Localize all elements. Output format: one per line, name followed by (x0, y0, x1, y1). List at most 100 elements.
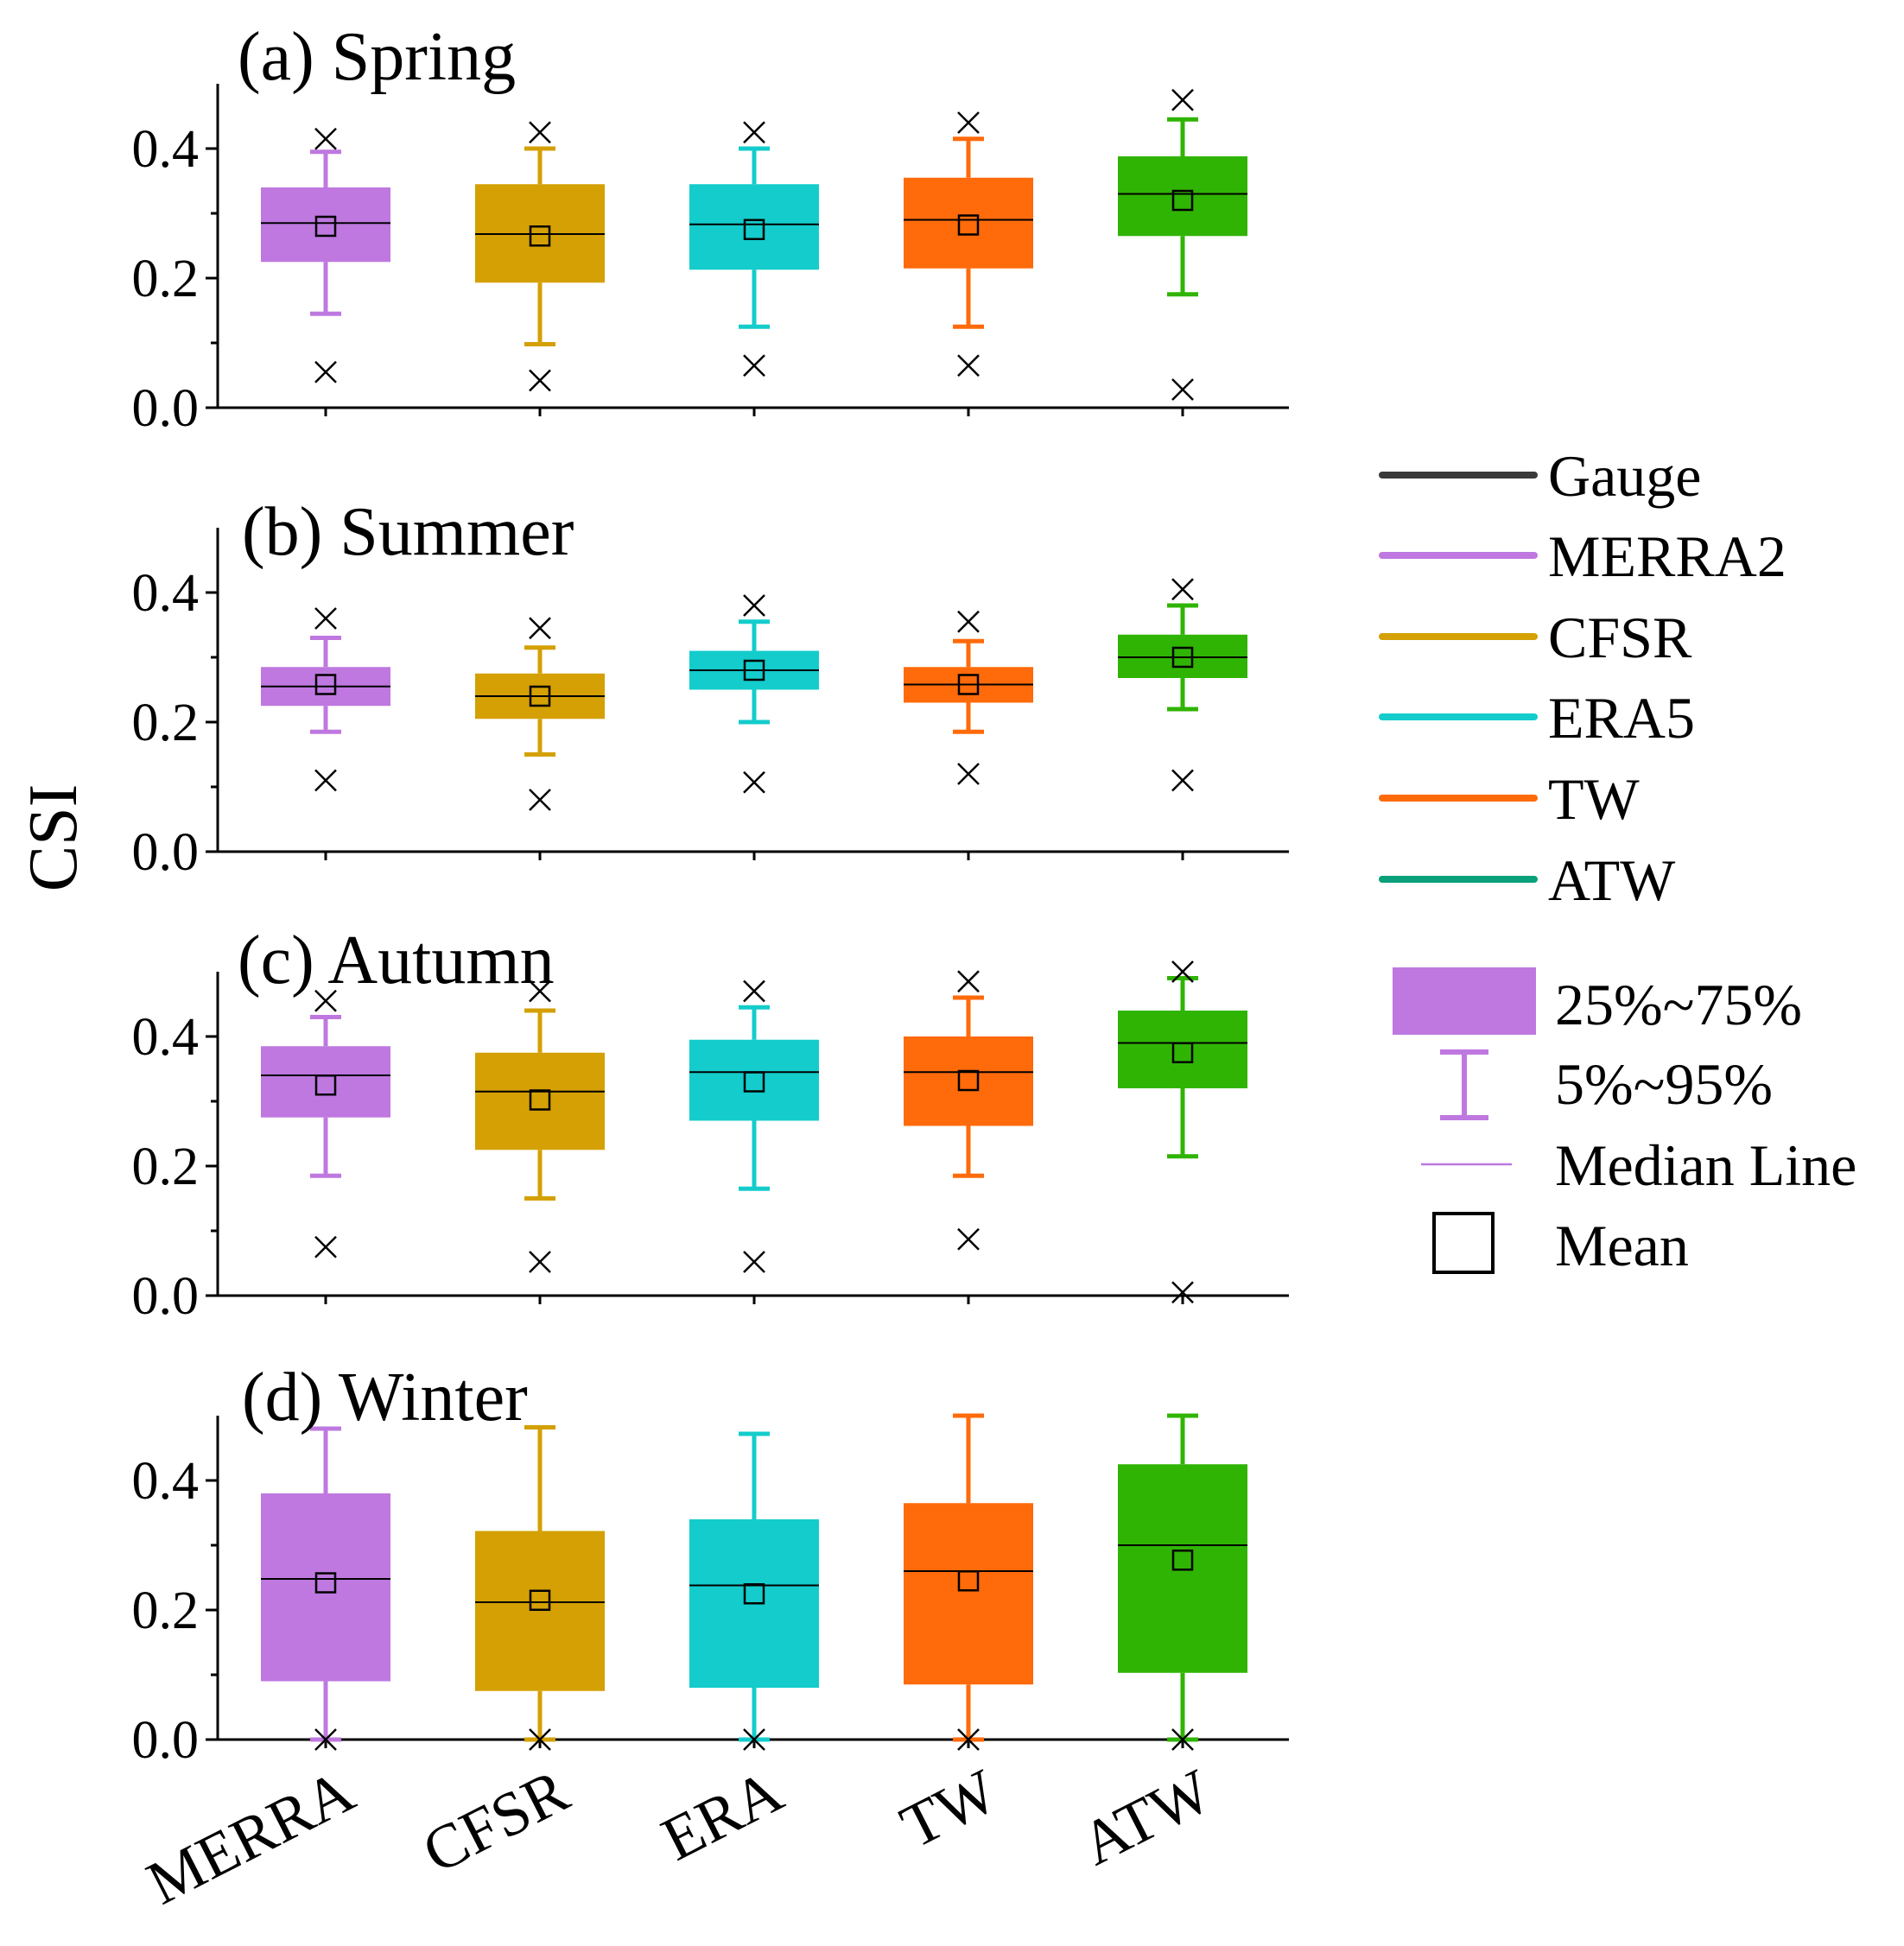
max-marker (529, 617, 551, 640)
panel-title: (c) Autumn (238, 922, 555, 998)
legend-label: Median Line (1555, 1132, 1856, 1198)
max-marker (957, 970, 980, 993)
mean-marker (1171, 1042, 1194, 1063)
x-category-label: TW (890, 1756, 1007, 1861)
max-marker (743, 121, 765, 144)
mean-marker (1171, 189, 1194, 212)
panel-1: 0.0 0.2 0.4 (a) Spring (132, 19, 1289, 438)
iqr-box (1118, 634, 1247, 678)
x-category-label: ATW (1070, 1756, 1222, 1879)
mean-marker (957, 214, 980, 236)
box-cfsr (475, 1425, 605, 1751)
max-marker (743, 594, 765, 617)
legend-item-merra2: MERRA2 (1379, 523, 1787, 589)
legend-label: MERRA2 (1548, 523, 1787, 589)
legend-mean-swatch (1432, 1212, 1495, 1274)
legend-item-atw: ATW (1379, 847, 1676, 913)
min-marker (314, 1235, 337, 1258)
y-axis-label: CSI (16, 784, 92, 892)
panel-title: (b) Summer (242, 494, 574, 570)
box-merra (261, 607, 390, 792)
mean-marker (957, 674, 980, 695)
legend-item-iqr: 25%~75% (1393, 967, 1802, 1037)
panel-3: 0.0 0.2 0.4 (c) Autumn (132, 922, 1289, 1326)
mean-marker (957, 1069, 980, 1092)
min-marker (529, 789, 551, 811)
legend-label: 25%~75% (1555, 972, 1802, 1037)
iqr-box (904, 177, 1033, 269)
min-marker (1171, 378, 1194, 401)
legend-item-whisker: 5%~95% (1440, 1049, 1773, 1120)
mean-marker (314, 1572, 337, 1594)
y-tick-label: 0.2 (132, 694, 200, 752)
box-cfsr (475, 979, 605, 1273)
x-category-labels: MERRA CFSR ERA TW ATW (136, 1756, 1222, 1918)
min-marker (1171, 1281, 1194, 1304)
mean-marker (314, 215, 337, 238)
legend-label: Gauge (1548, 443, 1701, 509)
panel-4: 0.0 0.2 0.4 (d) Winter (132, 1360, 1289, 1770)
box-tw (904, 970, 1033, 1251)
min-marker (743, 770, 765, 794)
mean-marker (529, 225, 551, 247)
panel-2: 0.0 0.2 0.4 (b) Summer (132, 494, 1289, 882)
iqr-box (261, 1046, 390, 1118)
iqr-box (261, 187, 390, 263)
max-marker (529, 979, 551, 1003)
box-era (689, 979, 819, 1273)
mean-marker (529, 685, 551, 707)
y-tick-label: 0.0 (132, 1711, 200, 1770)
box-merra (261, 1426, 390, 1751)
y-tick-label: 0.0 (132, 1267, 200, 1326)
iqr-box (904, 1503, 1033, 1685)
max-marker (1171, 960, 1194, 983)
y-tick-label: 0.2 (132, 1138, 200, 1196)
max-marker (314, 127, 337, 150)
min-marker (957, 763, 980, 785)
min-marker (743, 1728, 765, 1751)
max-marker (957, 610, 980, 633)
iqr-box (689, 184, 819, 270)
mean-marker (957, 1570, 980, 1592)
y-tick-label: 0.2 (132, 1582, 200, 1640)
legend-item-cfsr: CFSR (1379, 605, 1692, 670)
legend-label: ATW (1548, 847, 1676, 913)
box-era (689, 594, 819, 794)
panel-title: (a) Spring (238, 19, 516, 95)
max-marker (1171, 578, 1194, 601)
iqr-box (475, 1052, 605, 1150)
max-marker (743, 979, 765, 1003)
box-tw (904, 610, 1033, 785)
mean-marker (743, 1071, 765, 1093)
y-tick-label: 0.0 (132, 379, 200, 438)
legend-label: TW (1548, 766, 1641, 832)
legend-label: Mean (1555, 1213, 1689, 1278)
y-tick-label: 0.4 (132, 564, 200, 623)
y-tick-label: 0.4 (132, 120, 200, 179)
max-marker (1171, 88, 1194, 111)
iqr-box (1118, 156, 1247, 237)
box-atw (1118, 88, 1247, 401)
y-tick-label: 0.0 (132, 823, 200, 882)
box-era (689, 121, 819, 377)
y-tick-label: 0.2 (132, 250, 200, 308)
legend: Gauge MERRA2 CFSR ERA5 TW ATW 25%~75% 5%~95% Med… (1379, 443, 1856, 1278)
box-merra (261, 127, 390, 383)
box-tw (904, 111, 1033, 377)
x-category-label: ERA (651, 1756, 794, 1874)
legend-box-swatch (1393, 967, 1536, 1035)
legend-item-tw: TW (1379, 766, 1641, 832)
legend-item-mean: Mean (1432, 1212, 1689, 1278)
min-marker (1171, 769, 1194, 792)
max-marker (314, 607, 337, 630)
min-marker (957, 1227, 980, 1251)
min-marker (957, 1728, 980, 1751)
min-marker (314, 1728, 337, 1751)
mean-marker (529, 1089, 551, 1111)
max-marker (957, 111, 980, 134)
iqr-box (261, 1493, 390, 1682)
mean-marker (743, 659, 765, 681)
panel-title: (d) Winter (242, 1360, 528, 1436)
min-marker (529, 1251, 551, 1273)
